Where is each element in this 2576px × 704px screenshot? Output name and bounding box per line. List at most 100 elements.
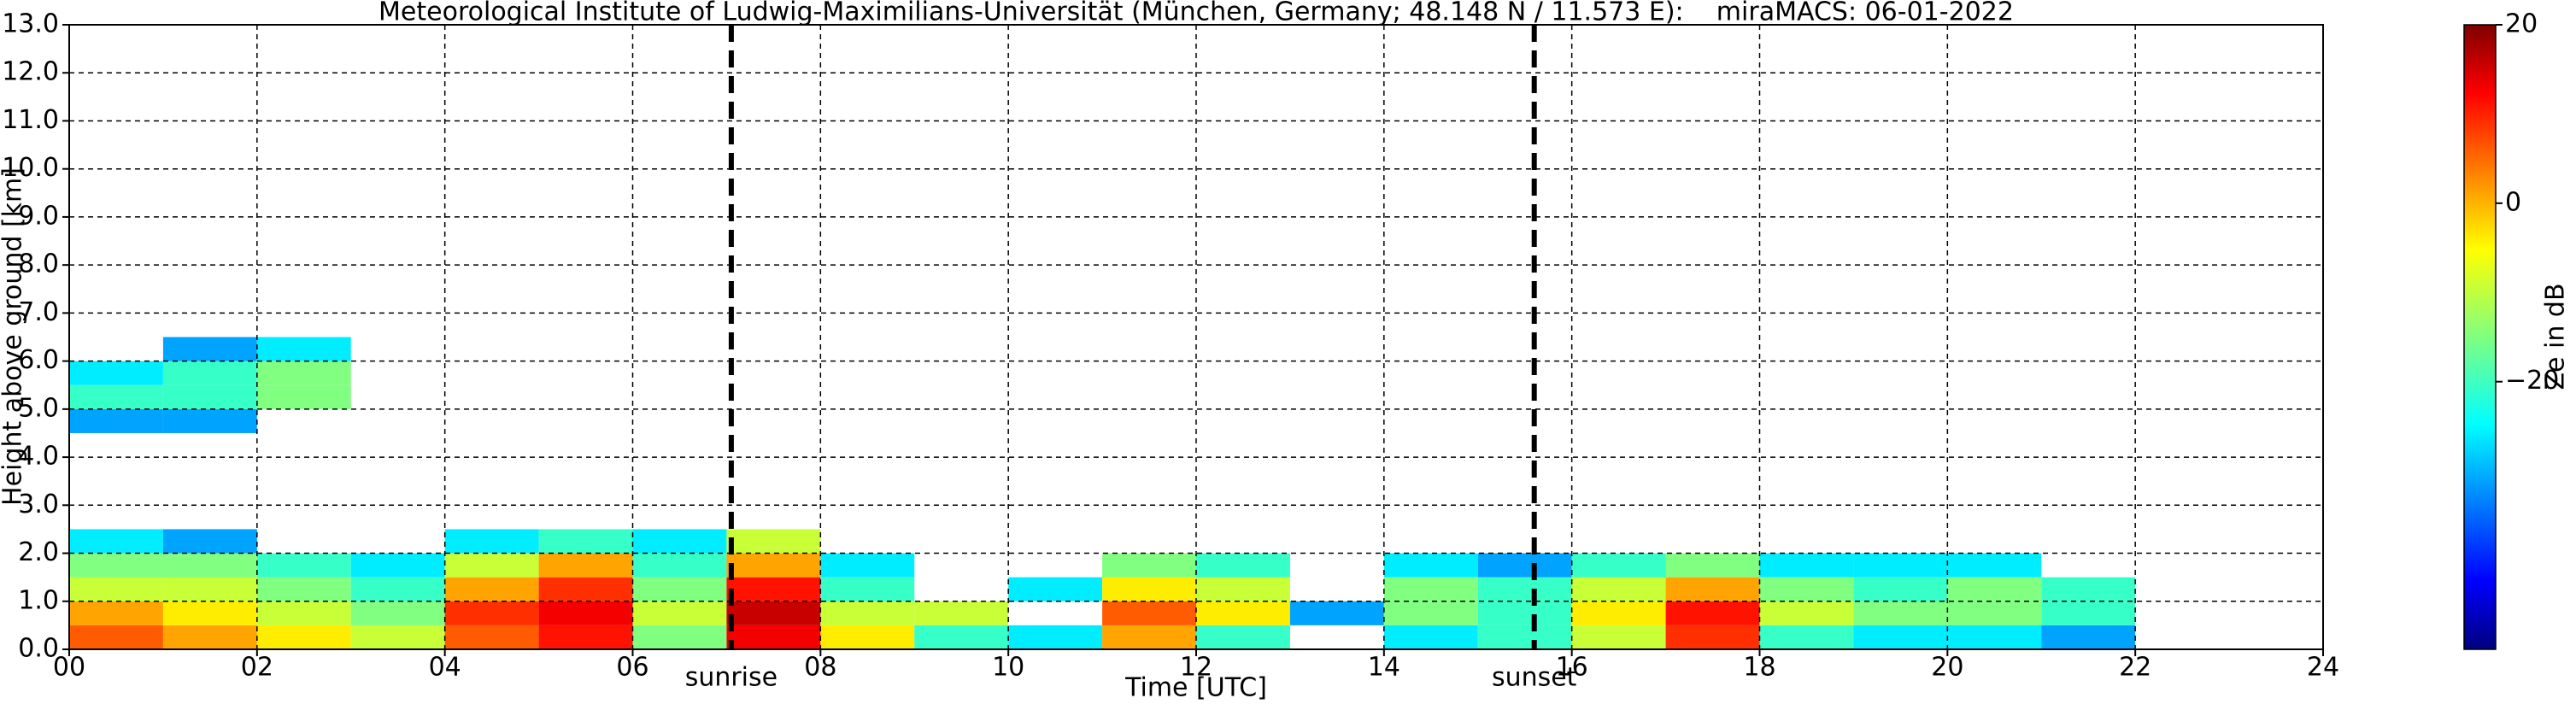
echo-cell (1383, 553, 1478, 578)
echo-cell (1853, 601, 1948, 625)
echo-cell (444, 553, 539, 578)
echo-cell (162, 408, 257, 433)
echo-cell (69, 384, 163, 409)
echo-cell (1571, 625, 1666, 649)
echo-cell (1008, 625, 1103, 649)
echo-cell (820, 553, 915, 578)
echo-cell (1759, 577, 1854, 601)
echo-cell (1383, 577, 1478, 601)
echo-cell (1196, 625, 1290, 649)
echo-cell (1102, 601, 1196, 625)
x-tick-label: 12 (1180, 653, 1212, 683)
colorbar-tick-label: −20 (2505, 366, 2559, 396)
echo-cell (820, 601, 915, 625)
echo-cell (1102, 577, 1196, 601)
echo-cell (2041, 601, 2136, 625)
echo-cell (726, 625, 821, 649)
x-axis-label: Time [UTC] (1124, 673, 1267, 703)
echo-cell (1853, 625, 1948, 649)
echo-cell (1759, 601, 1854, 625)
echo-cell (1477, 553, 1572, 578)
colorbar-label: Ze in dB (2541, 283, 2571, 390)
sun-marker-label: sunrise (685, 663, 777, 693)
y-tick-label: 1.0 (18, 585, 59, 615)
echo-cell (538, 625, 633, 649)
echo-cell (350, 601, 445, 625)
echo-cell (1102, 625, 1196, 649)
x-tick-label: 10 (992, 653, 1024, 683)
echo-cell (162, 625, 257, 649)
echo-cell (162, 361, 257, 385)
echo-cell (1947, 601, 2042, 625)
echo-cell (1477, 625, 1572, 649)
echo-cell (1008, 577, 1103, 601)
echo-cell (162, 601, 257, 625)
y-tick-label: 10.0 (2, 153, 59, 183)
echo-cell (1477, 601, 1572, 625)
echo-cell (350, 577, 445, 601)
echo-cell (444, 577, 539, 601)
echo-cell (162, 553, 257, 578)
colorbar-frame (2463, 24, 2497, 650)
echo-cell (1196, 601, 1290, 625)
echo-cell (1947, 625, 2042, 649)
echo-cell (632, 577, 727, 601)
echo-cell (632, 625, 727, 649)
echo-cell (1665, 601, 1760, 625)
echo-cell (162, 337, 257, 361)
echo-cell (1665, 553, 1760, 578)
echo-cell (1571, 577, 1666, 601)
echo-cell (1759, 553, 1854, 578)
echo-cell (632, 601, 727, 625)
echo-cell (1196, 577, 1290, 601)
y-tick-label: 13.0 (2, 9, 59, 39)
y-tick-label: 6.0 (18, 345, 59, 375)
echo-cell (69, 601, 163, 625)
y-tick-label: 12.0 (2, 57, 59, 87)
x-tick-label: 18 (1743, 653, 1775, 683)
echo-cell (1759, 625, 1854, 649)
echo-cell (820, 577, 915, 601)
x-tick-label: 16 (1556, 653, 1588, 683)
echo-cell (1571, 553, 1666, 578)
echo-cell (1196, 553, 1290, 578)
echo-cell (726, 601, 821, 625)
echo-cell (256, 625, 351, 649)
echo-cell (444, 529, 539, 554)
echo-cell (538, 529, 633, 554)
colorbar-tick-label: 0 (2505, 187, 2521, 217)
x-tick-label: 24 (2307, 653, 2339, 683)
y-tick-label: 2.0 (18, 537, 59, 567)
echo-cell (1383, 601, 1478, 625)
x-tick-label: 20 (1931, 653, 1963, 683)
echo-cell (2041, 577, 2136, 601)
y-tick-label: 4.0 (18, 442, 59, 472)
colorbar-tick-label: 20 (2505, 9, 2538, 39)
echo-cell (820, 625, 915, 649)
echo-cell (69, 408, 163, 433)
x-tick-label: 00 (53, 653, 85, 683)
echo-cell (1947, 577, 2042, 601)
colorbar (2464, 25, 2496, 649)
echo-cell (1947, 553, 2042, 578)
echo-cell (726, 577, 821, 601)
echo-cell (1665, 577, 1760, 601)
x-tick-label: 04 (429, 653, 461, 683)
echo-cell (162, 529, 257, 554)
echo-cell (256, 337, 351, 361)
y-tick-label: 0.0 (18, 634, 59, 664)
echo-cell (914, 625, 1009, 649)
y-tick-label: 8.0 (18, 249, 59, 279)
echo-cell (69, 553, 163, 578)
y-tick-label: 9.0 (18, 201, 59, 231)
echo-cell (444, 601, 539, 625)
echo-cell (256, 553, 351, 578)
y-tick-label: 5.0 (18, 393, 59, 423)
echo-cell (1665, 625, 1760, 649)
echo-cell (538, 553, 633, 578)
echo-cell (350, 625, 445, 649)
x-tick-label: 06 (616, 653, 648, 683)
echo-cell (256, 577, 351, 601)
echo-cell (69, 361, 163, 385)
